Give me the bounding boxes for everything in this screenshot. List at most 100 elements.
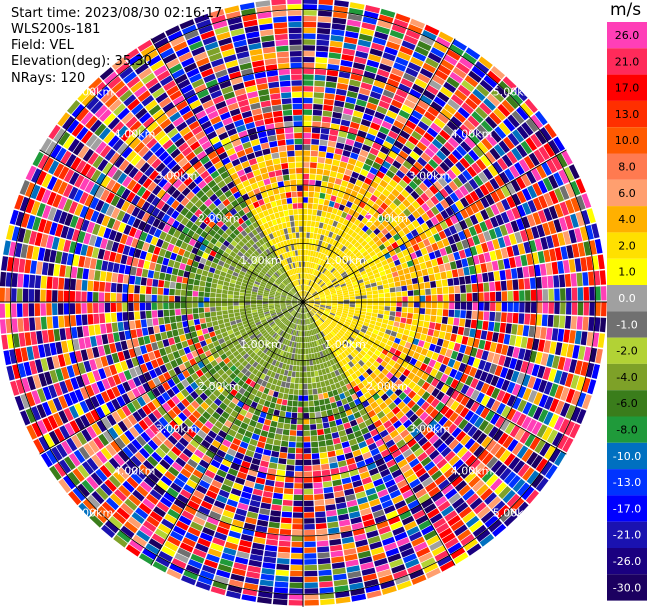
gate <box>409 569 425 580</box>
gate <box>454 89 468 102</box>
gate <box>100 391 111 403</box>
gate <box>239 292 246 296</box>
gate <box>265 544 278 552</box>
gate <box>467 337 475 347</box>
gate <box>278 416 285 423</box>
gate <box>269 293 275 296</box>
gate <box>198 307 205 313</box>
gate <box>254 347 260 354</box>
gate <box>419 262 427 270</box>
gate <box>335 418 343 426</box>
gate <box>219 402 228 411</box>
gate <box>389 429 399 439</box>
gate <box>396 537 410 547</box>
gate <box>359 314 366 319</box>
gate <box>304 488 314 495</box>
gate <box>407 372 416 381</box>
gate <box>233 309 240 313</box>
gate <box>586 256 594 271</box>
gate <box>405 67 419 78</box>
gate <box>403 468 415 479</box>
gate <box>547 314 554 327</box>
gate <box>328 366 334 373</box>
gate <box>241 360 249 367</box>
gate <box>274 305 281 308</box>
gate <box>468 226 477 237</box>
gate <box>374 339 381 346</box>
gate <box>304 559 317 565</box>
gate <box>270 420 278 428</box>
gate <box>428 79 442 91</box>
gate <box>499 449 511 463</box>
gate <box>501 392 511 405</box>
gate <box>318 393 324 400</box>
gate <box>385 363 393 372</box>
gate <box>126 402 137 414</box>
gate <box>407 390 417 399</box>
gate <box>434 272 441 281</box>
gate <box>411 219 420 229</box>
gate <box>553 275 560 288</box>
gate <box>111 411 122 423</box>
gate <box>304 313 306 319</box>
gate <box>142 548 157 560</box>
gate <box>385 439 396 448</box>
gate <box>368 275 375 280</box>
gate <box>323 199 330 206</box>
gate <box>332 389 339 396</box>
gate <box>303 27 316 34</box>
gate <box>281 435 289 441</box>
gate <box>122 293 128 302</box>
gate <box>449 302 455 310</box>
gate <box>242 435 251 444</box>
gate <box>400 317 407 324</box>
gate <box>256 299 263 302</box>
gate <box>250 548 264 556</box>
gate <box>0 319 7 334</box>
gate <box>518 313 525 324</box>
gate <box>346 347 353 354</box>
gate <box>199 374 208 383</box>
gate <box>118 372 127 383</box>
gate <box>261 496 272 504</box>
gate <box>376 424 386 433</box>
gate <box>460 302 467 310</box>
gate <box>282 344 287 351</box>
gate <box>303 214 308 221</box>
gate <box>499 270 506 281</box>
gate <box>465 205 474 217</box>
gate <box>317 204 323 211</box>
gate <box>419 232 428 241</box>
gate <box>367 302 373 306</box>
gate <box>446 169 457 180</box>
gate <box>251 345 258 352</box>
gate <box>303 132 311 139</box>
gate <box>313 340 318 347</box>
gate <box>87 494 101 509</box>
gate <box>523 349 532 362</box>
gate <box>507 291 513 301</box>
gate <box>388 444 399 453</box>
gate <box>317 429 324 436</box>
gate <box>354 355 361 363</box>
gate <box>164 280 170 288</box>
gate <box>297 348 301 354</box>
gate <box>425 288 431 295</box>
gate <box>522 401 533 415</box>
gate <box>413 289 420 296</box>
gate <box>392 271 399 278</box>
gate <box>116 507 130 520</box>
gate <box>385 135 396 145</box>
gate <box>314 321 319 327</box>
gate <box>549 448 561 463</box>
gate <box>218 323 226 329</box>
gate <box>52 397 63 412</box>
gate <box>380 8 396 18</box>
gate <box>122 245 131 256</box>
gate <box>307 286 310 292</box>
gate <box>309 238 313 245</box>
gate <box>546 235 554 249</box>
gate <box>292 347 296 354</box>
gate <box>323 287 329 292</box>
gate <box>377 313 384 319</box>
